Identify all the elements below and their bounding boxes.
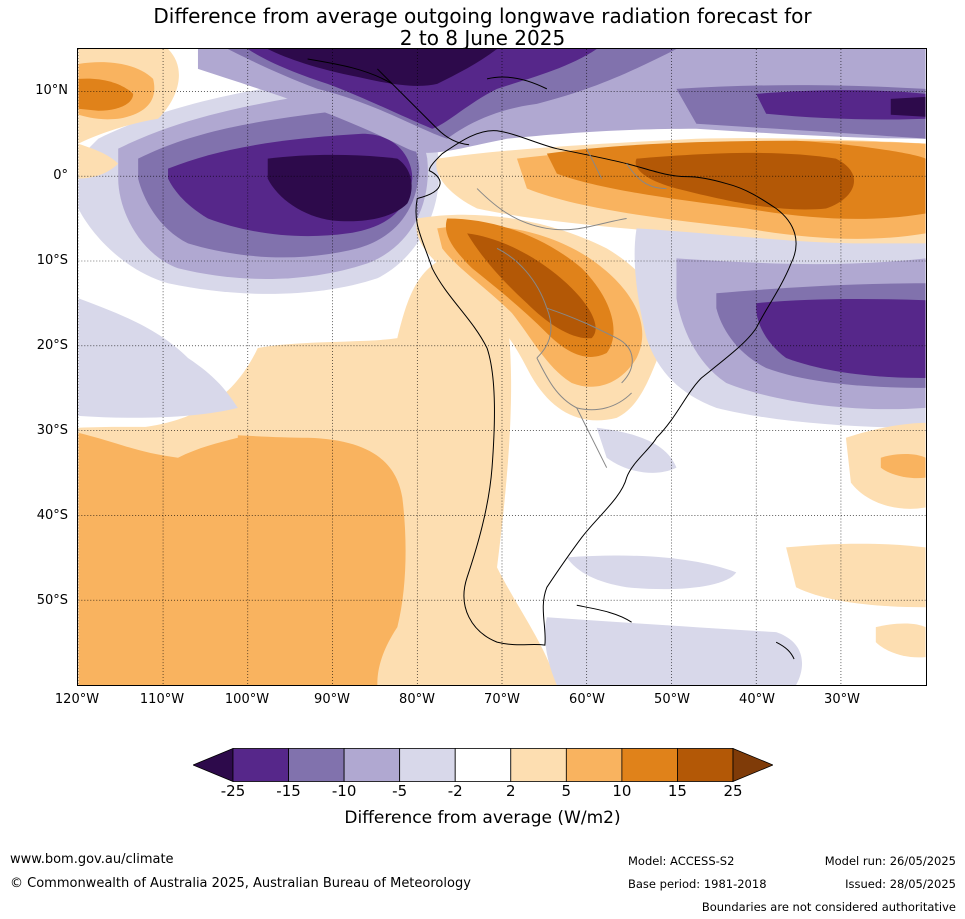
boundaries-disclaimer: Boundaries are not considered authoritat… — [701, 900, 956, 914]
longitude-label: 40°W — [739, 692, 775, 707]
colorbar-swatch — [510, 748, 567, 782]
latitude-label: 40°S — [36, 507, 68, 523]
colorbar — [193, 748, 773, 782]
map-title-line2: 2 to 8 June 2025 — [399, 26, 566, 50]
latitude-label: 30°S — [36, 422, 68, 438]
colorbar-swatch — [621, 748, 678, 782]
longitude-label: 80°W — [399, 692, 435, 707]
copyright-text: © Commonwealth of Australia 2025, Austra… — [10, 876, 471, 891]
model-run-date: Model run: 26/05/2025 — [824, 854, 956, 868]
graticule-lines — [78, 49, 926, 685]
colorbar-min-extension — [193, 748, 234, 782]
e-pacific-negative-area — [78, 78, 440, 418]
colorbar-swatch — [232, 748, 289, 782]
central-south-america-positive-area — [416, 214, 667, 421]
model-name: Model: ACCESS-S2 — [628, 854, 735, 868]
nw-positive-area — [78, 49, 179, 179]
longitude-label: 50°W — [654, 692, 690, 707]
longitude-label: 30°W — [824, 692, 860, 707]
olr-anomaly-map — [77, 48, 927, 686]
colorbar-swatch — [288, 748, 345, 782]
latitude-label: 50°S — [36, 592, 68, 608]
country-borders — [476, 148, 667, 468]
coastline-outline — [307, 58, 797, 660]
north-negative-band — [197, 49, 926, 153]
longitude-label: 110°W — [139, 692, 185, 707]
longitude-label: 100°W — [224, 692, 270, 707]
map-title-line1: Difference from average outgoing longwav… — [153, 4, 812, 28]
latitude-label: 10°N — [35, 82, 68, 98]
colorbar-tick: 2 — [505, 782, 516, 800]
longitude-label: 120°W — [54, 692, 100, 707]
base-period: Base period: 1981-2018 — [628, 877, 767, 891]
colorbar-tick: -15 — [276, 782, 301, 800]
colorbar-tick: 15 — [667, 782, 687, 800]
equatorial-atlantic-positive-area — [436, 138, 926, 251]
latitude-label: 10°S — [36, 252, 68, 268]
issued-date: Issued: 28/05/2025 — [845, 877, 956, 891]
colorbar-max-extension — [732, 748, 773, 782]
colorbar-tick: -5 — [392, 782, 408, 800]
south-atlantic-negative-area — [544, 228, 926, 685]
colorbar-swatch — [343, 748, 401, 782]
colorbar-tick: -10 — [331, 782, 357, 800]
website-link[interactable]: www.bom.gov.au/climate — [10, 852, 174, 867]
latitude-label: 0° — [53, 167, 68, 183]
latitude-label: 20°S — [36, 337, 68, 353]
se-pacific-positive-area — [78, 252, 557, 685]
colorbar-tick: 5 — [561, 782, 572, 800]
colorbar-swatch — [677, 748, 734, 782]
colorbar-swatch — [454, 748, 512, 782]
longitude-label: 70°W — [484, 692, 520, 707]
colorbar-tick: -25 — [220, 782, 246, 800]
colorbar-label: Difference from average (W/m2) — [344, 808, 621, 828]
colorbar-tick: 10 — [612, 782, 632, 800]
colorbar-swatch — [565, 748, 623, 782]
longitude-label: 60°W — [569, 692, 605, 707]
colorbar-swatch — [399, 748, 456, 782]
south-atlantic-positive-patches — [786, 422, 926, 658]
colorbar-tick: -2 — [447, 782, 463, 800]
longitude-label: 90°W — [314, 692, 350, 707]
colorbar-tick: 25 — [723, 782, 743, 800]
